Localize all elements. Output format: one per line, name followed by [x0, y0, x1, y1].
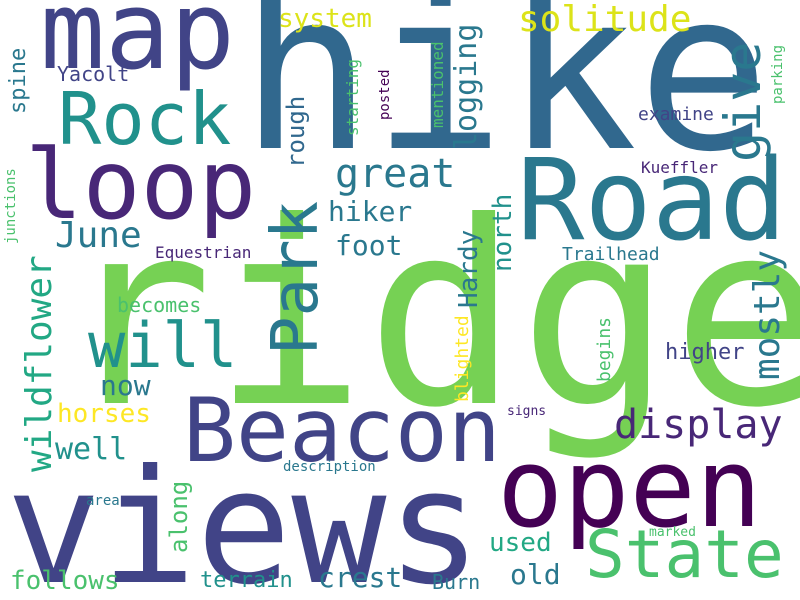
word-posted: posted — [377, 69, 393, 120]
word-signs: signs — [507, 404, 547, 419]
word-hardy: Hardy — [454, 229, 484, 308]
word-area: area — [86, 493, 120, 509]
word-kueffler: Kueffler — [641, 158, 719, 177]
word-burn: Burn — [432, 570, 481, 594]
word-higher: higher — [665, 340, 745, 365]
word-follows: follows — [10, 566, 120, 596]
word-map: map — [40, 0, 236, 94]
word-trailhead: Trailhead — [562, 244, 660, 265]
word-description: description — [283, 459, 376, 475]
word-yacolt: Yacolt — [57, 62, 130, 86]
word-park: Park — [259, 200, 333, 355]
word-spine: spine — [6, 47, 31, 114]
word-foot: foot — [335, 229, 403, 262]
word-solitude: solitude — [518, 0, 692, 40]
word-give: give — [714, 41, 772, 162]
word-display: display — [614, 402, 783, 448]
word-examine: examine — [638, 104, 714, 125]
word-loop: loop — [25, 129, 257, 241]
word-mostly: mostly — [747, 249, 788, 380]
word-old: old — [510, 558, 561, 591]
word-views: views — [6, 436, 482, 600]
word-parking: parking — [770, 44, 786, 104]
word-starting: starting — [343, 58, 362, 136]
word-mentioned: mentioned — [428, 41, 447, 128]
word-crest: crest — [318, 561, 403, 594]
word-rock: Rock — [58, 77, 232, 161]
word-system: system — [278, 4, 372, 34]
word-terrain: terrain — [200, 568, 293, 593]
word-road: Road — [517, 136, 787, 266]
word-becomes: becomes — [117, 293, 202, 317]
word-state: State — [585, 516, 784, 593]
word-ridge: ridge — [60, 167, 800, 463]
word-beacon: Beacon — [183, 379, 501, 482]
word-junctions: junctions — [3, 168, 19, 244]
word-used: used — [489, 528, 552, 558]
word-great: great — [335, 151, 456, 197]
word-blighted: blighted — [452, 315, 473, 402]
word-begins: begins — [594, 316, 615, 382]
word-equestrian: Equestrian — [155, 243, 252, 262]
word-north: north — [488, 193, 518, 272]
word-june: June — [55, 215, 142, 256]
word-rough: rough — [282, 95, 310, 168]
word-marked: marked — [649, 525, 696, 540]
word-will: will — [88, 309, 238, 382]
word-hiker: hiker — [328, 195, 413, 228]
word-open: open — [497, 424, 762, 552]
word-along: along — [165, 480, 193, 553]
word-horses: horses — [57, 399, 151, 429]
word-well: well — [55, 432, 128, 467]
word-wildflower: wildflower — [19, 255, 60, 472]
word-hike: hike — [240, 0, 770, 200]
word-now: now — [100, 369, 151, 402]
word-logging: logging — [449, 23, 484, 150]
